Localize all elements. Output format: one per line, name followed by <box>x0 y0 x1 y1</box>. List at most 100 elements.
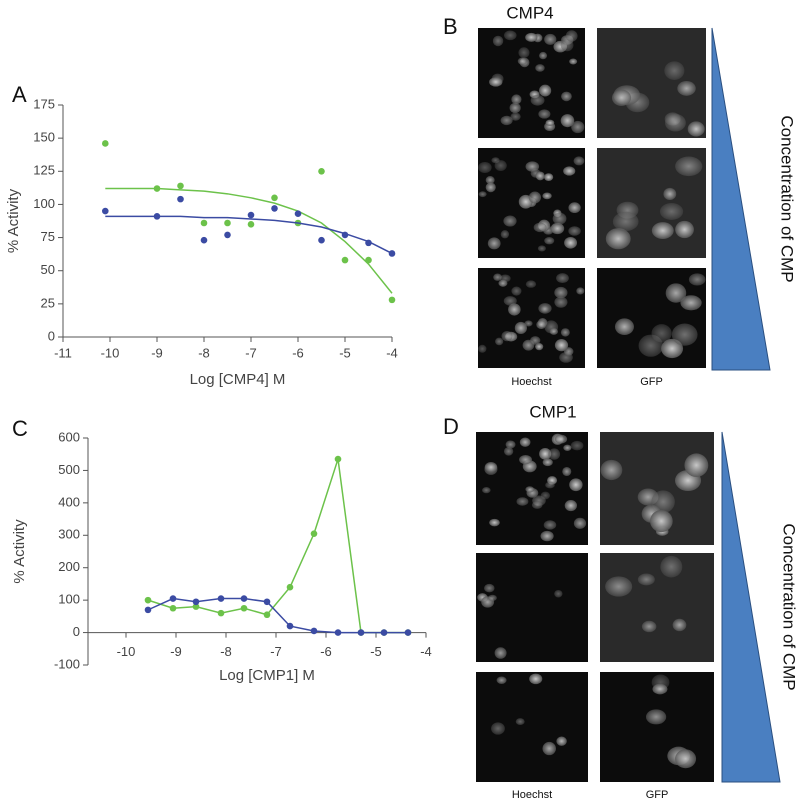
cell <box>535 343 544 351</box>
y-tick-label: 100 <box>33 196 55 211</box>
cell <box>549 327 559 335</box>
cell <box>519 437 531 447</box>
cell <box>563 444 572 451</box>
data-point <box>177 195 184 203</box>
y-tick-label: 125 <box>33 163 55 178</box>
cell <box>511 286 522 296</box>
concentration-wedge <box>721 431 781 783</box>
data-point <box>263 611 271 619</box>
cell <box>488 594 497 602</box>
cell <box>543 520 557 530</box>
panel-title: CMP4 <box>506 3 553 22</box>
cell <box>569 58 578 65</box>
cell <box>510 112 521 121</box>
cell <box>561 91 572 102</box>
cell <box>543 173 554 181</box>
y-tick-label: -100 <box>54 656 80 671</box>
x-tick-label: -10 <box>101 345 120 360</box>
cell <box>659 202 684 220</box>
cell <box>484 583 495 593</box>
y-tick-label: 0 <box>48 328 55 343</box>
cell <box>482 487 491 494</box>
x-tick-label: -8 <box>220 644 232 659</box>
gradient-label: Concentration of CMP <box>780 523 799 690</box>
data-point <box>388 296 396 304</box>
panel-label: A <box>12 82 27 107</box>
panel-title: CMP1 <box>529 402 576 421</box>
cell <box>519 454 532 465</box>
data-point <box>334 629 342 636</box>
data-point <box>153 213 161 220</box>
column-label: GFP <box>640 376 663 388</box>
cell <box>672 618 687 632</box>
cell <box>568 202 581 214</box>
x-tick-label: -4 <box>386 345 398 360</box>
cell <box>544 237 555 245</box>
cell <box>494 647 507 659</box>
cell <box>500 115 513 126</box>
data-point <box>341 231 349 239</box>
fit-curve <box>105 187 393 294</box>
x-tick-label: -7 <box>270 644 282 659</box>
cell <box>487 237 501 250</box>
data-point <box>286 622 294 630</box>
cell <box>570 440 584 451</box>
cell <box>528 191 542 204</box>
data-point <box>144 606 152 614</box>
data-point <box>310 627 318 635</box>
cell <box>645 709 667 725</box>
cell <box>500 230 510 239</box>
cell <box>675 220 694 239</box>
cell <box>651 222 674 240</box>
cell <box>537 245 546 252</box>
cell <box>485 176 495 185</box>
cell <box>605 228 631 250</box>
series-line <box>147 597 408 634</box>
cell <box>524 320 533 327</box>
cell <box>498 279 508 287</box>
data-point <box>404 629 412 636</box>
data-point <box>192 598 200 606</box>
x-tick-label: -6 <box>292 345 304 360</box>
cell <box>562 466 572 477</box>
series-line <box>147 458 408 634</box>
micrograph <box>600 553 714 662</box>
data-point <box>365 256 372 264</box>
y-tick-label: 200 <box>58 559 80 574</box>
y-tick-label: 100 <box>58 592 80 607</box>
cell <box>687 121 705 137</box>
x-tick-label: -11 <box>54 345 72 360</box>
data-point <box>169 595 177 602</box>
cell <box>539 51 548 60</box>
y-tick-label: 400 <box>58 494 80 509</box>
cell <box>611 89 632 106</box>
cell <box>514 321 527 334</box>
cell <box>671 323 698 346</box>
cell <box>540 530 554 542</box>
cell <box>651 324 672 343</box>
cell <box>494 160 507 171</box>
cell <box>605 576 633 597</box>
cell <box>542 741 556 756</box>
x-tick-label: -4 <box>420 644 432 659</box>
cell <box>525 280 537 288</box>
cell <box>675 156 703 177</box>
cell <box>525 486 535 493</box>
cell <box>478 344 487 353</box>
cell <box>496 676 507 684</box>
cell <box>571 120 585 134</box>
cell <box>564 236 578 249</box>
data-point <box>217 609 225 617</box>
cell <box>491 722 505 735</box>
cell <box>677 80 696 96</box>
data-point <box>310 530 318 537</box>
cell <box>484 462 498 473</box>
panel-label: B <box>443 14 458 39</box>
cell <box>509 102 521 114</box>
data-point <box>365 239 372 247</box>
cell <box>560 39 574 52</box>
panel-label: D <box>443 414 459 439</box>
cell <box>660 555 683 578</box>
cell <box>503 296 517 306</box>
cell <box>518 47 530 58</box>
